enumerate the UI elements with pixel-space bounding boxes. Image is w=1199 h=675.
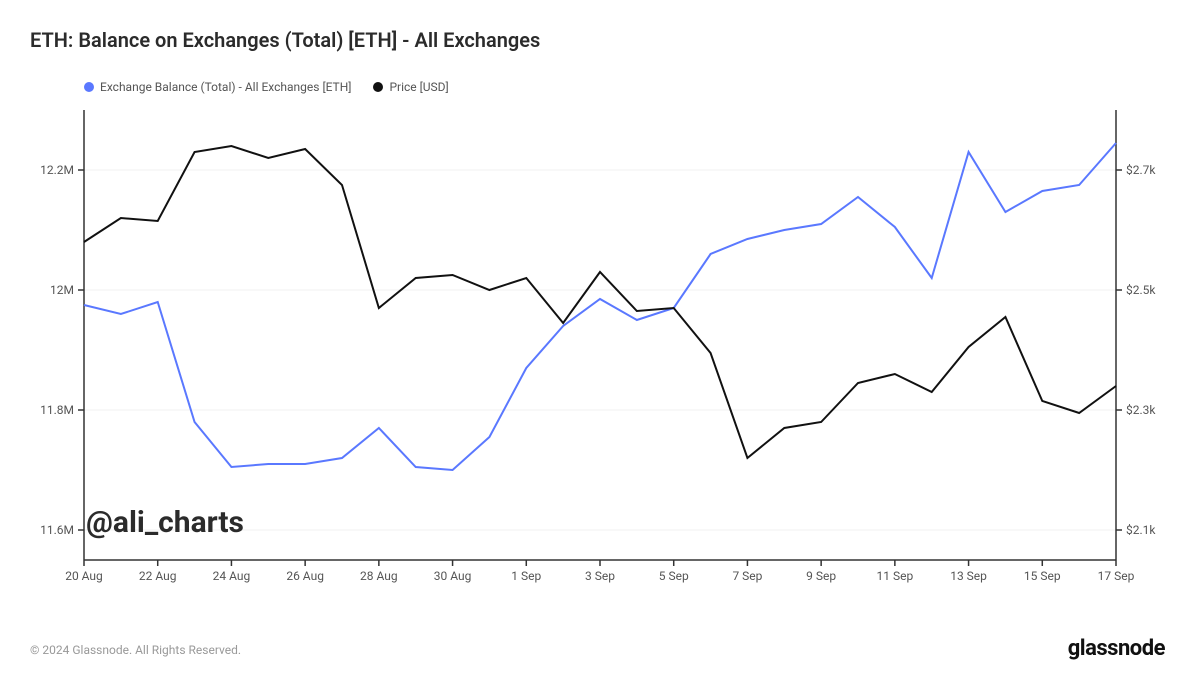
chart-title: ETH: Balance on Exchanges (Total) [ETH] … bbox=[30, 28, 540, 52]
x-tick-label: 9 Sep bbox=[806, 569, 836, 583]
x-tick-label: 15 Sep bbox=[1024, 569, 1061, 583]
y-right-tick-label: $2.3k bbox=[1126, 403, 1156, 417]
x-tick-label: 7 Sep bbox=[732, 569, 762, 583]
x-tick-label: 3 Sep bbox=[585, 569, 615, 583]
y-left-tick-label: 11.8M bbox=[40, 403, 74, 417]
x-tick-label: 13 Sep bbox=[950, 569, 987, 583]
chart-area: 20 Aug 22 Aug 24 Aug 26 Aug 28 Aug 30 Aug 1 Se… bbox=[30, 100, 1170, 600]
legend-swatch-balance bbox=[84, 82, 94, 92]
x-tick-label: 22 Aug bbox=[139, 569, 177, 583]
x-tick-label: 11 Sep bbox=[877, 569, 914, 583]
legend-item-balance[interactable]: Exchange Balance (Total) - All Exchanges… bbox=[84, 80, 351, 94]
x-tick-label: 5 Sep bbox=[659, 569, 689, 583]
page-root: ETH: Balance on Exchanges (Total) [ETH] … bbox=[0, 0, 1199, 675]
watermark-text: @ali_charts bbox=[86, 505, 244, 540]
legend-swatch-price bbox=[373, 82, 383, 92]
y-left-tick-label: 12M bbox=[50, 283, 74, 297]
x-tick-label: 1 Sep bbox=[511, 569, 541, 583]
series-line bbox=[84, 143, 1116, 470]
legend-label-balance: Exchange Balance (Total) - All Exchanges… bbox=[100, 80, 351, 94]
legend-label-price: Price [USD] bbox=[389, 80, 448, 94]
x-tick-label: 24 Aug bbox=[213, 569, 251, 583]
legend-item-price[interactable]: Price [USD] bbox=[373, 80, 448, 94]
y-right-tick-label: $2.5k bbox=[1126, 283, 1156, 297]
chart-legend: Exchange Balance (Total) - All Exchanges… bbox=[84, 80, 449, 94]
y-right-tick-label: $2.1k bbox=[1126, 523, 1156, 537]
y-left-tick-label: 11.6M bbox=[40, 523, 74, 537]
series-line bbox=[84, 146, 1116, 458]
x-tick-label: 17 Sep bbox=[1098, 569, 1135, 583]
x-tick-label: 28 Aug bbox=[360, 569, 398, 583]
x-tick-label: 20 Aug bbox=[65, 569, 103, 583]
x-tick-label: 26 Aug bbox=[286, 569, 324, 583]
y-right-tick-label: $2.7k bbox=[1126, 163, 1156, 177]
footer-copyright: © 2024 Glassnode. All Rights Reserved. bbox=[30, 643, 241, 657]
x-tick-label: 30 Aug bbox=[434, 569, 472, 583]
brand-logo-text: glassnode bbox=[1068, 636, 1165, 661]
y-left-tick-label: 12.2M bbox=[40, 163, 74, 177]
